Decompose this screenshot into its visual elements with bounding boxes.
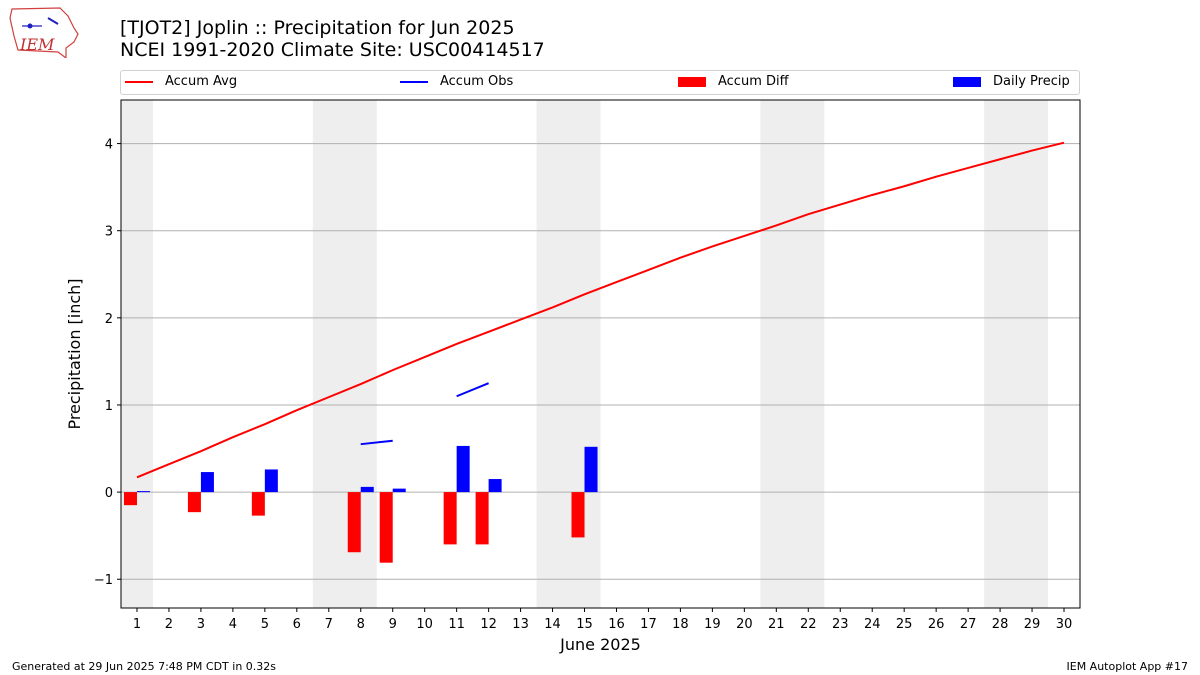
x-tick-label-14: 14 bbox=[544, 617, 561, 632]
x-tick-label-20: 20 bbox=[736, 617, 753, 632]
y-tick-label-2: 1 bbox=[105, 399, 113, 414]
chart-title: [TJOT2] Joplin :: Precipitation for Jun … bbox=[120, 17, 515, 39]
x-tick-label-5: 5 bbox=[261, 617, 269, 632]
x-tick-label-8: 8 bbox=[357, 617, 365, 632]
y-tick-label-0: −1 bbox=[94, 573, 113, 588]
chart-subtitle: NCEI 1991-2020 Climate Site: USC00414517 bbox=[120, 39, 545, 61]
legend-item-accum-diff: Accum Diff bbox=[678, 74, 789, 89]
legend-label-accum-obs: Accum Obs bbox=[440, 74, 514, 89]
legend-swatch-accum-avg bbox=[125, 80, 153, 83]
x-tick-label-11: 11 bbox=[448, 617, 465, 632]
legend-item-daily-precip: Daily Precip bbox=[953, 74, 1070, 89]
daily-precip-bar-11 bbox=[456, 445, 470, 493]
x-tick-label-10: 10 bbox=[416, 617, 433, 632]
x-tick-label-24: 24 bbox=[864, 617, 881, 632]
accum-diff-bar-5 bbox=[251, 492, 265, 516]
x-tick-label-22: 22 bbox=[800, 617, 817, 632]
legend-label-daily-precip: Daily Precip bbox=[993, 74, 1070, 89]
x-tick-label-19: 19 bbox=[704, 617, 721, 632]
legend-swatch-accum-obs bbox=[400, 80, 428, 83]
x-tick-label-16: 16 bbox=[608, 617, 625, 632]
accum-avg-line bbox=[136, 141, 1065, 479]
y-tick-label-3: 2 bbox=[105, 312, 113, 327]
x-tick-label-30: 30 bbox=[1056, 617, 1073, 632]
legend-item-accum-avg: Accum Avg bbox=[125, 74, 237, 89]
plot-frame bbox=[120, 99, 1081, 609]
daily-precip-bar-1 bbox=[136, 491, 150, 493]
iem-logo: IEM bbox=[9, 7, 79, 58]
y-axis-label: Precipitation [inch] bbox=[65, 278, 84, 429]
weekend-shade-4 bbox=[984, 100, 1049, 608]
daily-precip-bar-8 bbox=[360, 486, 374, 493]
x-tick-label-12: 12 bbox=[480, 617, 497, 632]
x-tick-label-27: 27 bbox=[960, 617, 977, 632]
x-tick-label-1: 1 bbox=[133, 617, 141, 632]
weekend-shade-2 bbox=[536, 100, 601, 608]
x-tick-label-18: 18 bbox=[672, 617, 689, 632]
x-tick-label-9: 9 bbox=[389, 617, 397, 632]
accum-diff-bar-1 bbox=[123, 492, 137, 506]
y-tick-label-4: 3 bbox=[105, 225, 113, 240]
footer-app-label: IEM Autoplot App #17 bbox=[1066, 660, 1189, 673]
x-tick-label-13: 13 bbox=[512, 617, 529, 632]
footer-generated-text: Generated at 29 Jun 2025 7:48 PM CDT in … bbox=[12, 660, 277, 673]
legend-label-accum-avg: Accum Avg bbox=[165, 74, 238, 89]
daily-precip-bar-12 bbox=[488, 479, 502, 493]
legend-swatch-daily-precip bbox=[953, 76, 981, 87]
x-tick-label-4: 4 bbox=[229, 617, 237, 632]
x-tick-label-15: 15 bbox=[576, 617, 593, 632]
legend-swatch-accum-diff bbox=[678, 76, 706, 87]
x-tick-label-21: 21 bbox=[768, 617, 785, 632]
x-tick-label-25: 25 bbox=[896, 617, 913, 632]
x-axis-label: June 2025 bbox=[559, 635, 641, 654]
weekend-shade-0 bbox=[121, 100, 153, 608]
legend-label-accum-diff: Accum Diff bbox=[718, 74, 789, 89]
daily-precip-bar-5 bbox=[264, 469, 278, 493]
x-tick-label-28: 28 bbox=[992, 617, 1009, 632]
y-tick-label-1: 0 bbox=[105, 486, 113, 501]
accum-obs-line-0 bbox=[360, 439, 393, 446]
x-tick-label-3: 3 bbox=[197, 617, 205, 632]
legend-item-accum-obs: Accum Obs bbox=[400, 74, 513, 89]
daily-precip-bar-3 bbox=[200, 472, 214, 493]
accum-diff-bar-8 bbox=[347, 492, 361, 553]
weekend-shade-1 bbox=[312, 100, 377, 608]
accum-diff-bar-9 bbox=[379, 492, 393, 563]
accum-diff-bar-11 bbox=[443, 492, 457, 545]
accum-diff-bar-3 bbox=[187, 492, 201, 513]
accum-obs-line-1 bbox=[456, 382, 489, 398]
x-tick-label-23: 23 bbox=[832, 617, 849, 632]
accum-diff-bar-15 bbox=[571, 492, 585, 538]
chart-legend: Accum Avg Accum Obs Accum Diff Daily Pre… bbox=[120, 70, 1080, 95]
x-tick-label-17: 17 bbox=[640, 617, 657, 632]
logo-text: IEM bbox=[19, 35, 55, 54]
x-tick-label-2: 2 bbox=[165, 617, 173, 632]
accum-diff-bar-12 bbox=[475, 492, 489, 545]
x-tick-label-6: 6 bbox=[293, 617, 301, 632]
daily-precip-bar-15 bbox=[584, 446, 598, 493]
y-tick-label-5: 4 bbox=[105, 138, 113, 153]
weekend-shade-3 bbox=[760, 100, 825, 608]
x-tick-label-7: 7 bbox=[325, 617, 333, 632]
daily-precip-bar-9 bbox=[392, 488, 406, 493]
x-tick-label-29: 29 bbox=[1024, 617, 1041, 632]
x-tick-label-26: 26 bbox=[928, 617, 945, 632]
